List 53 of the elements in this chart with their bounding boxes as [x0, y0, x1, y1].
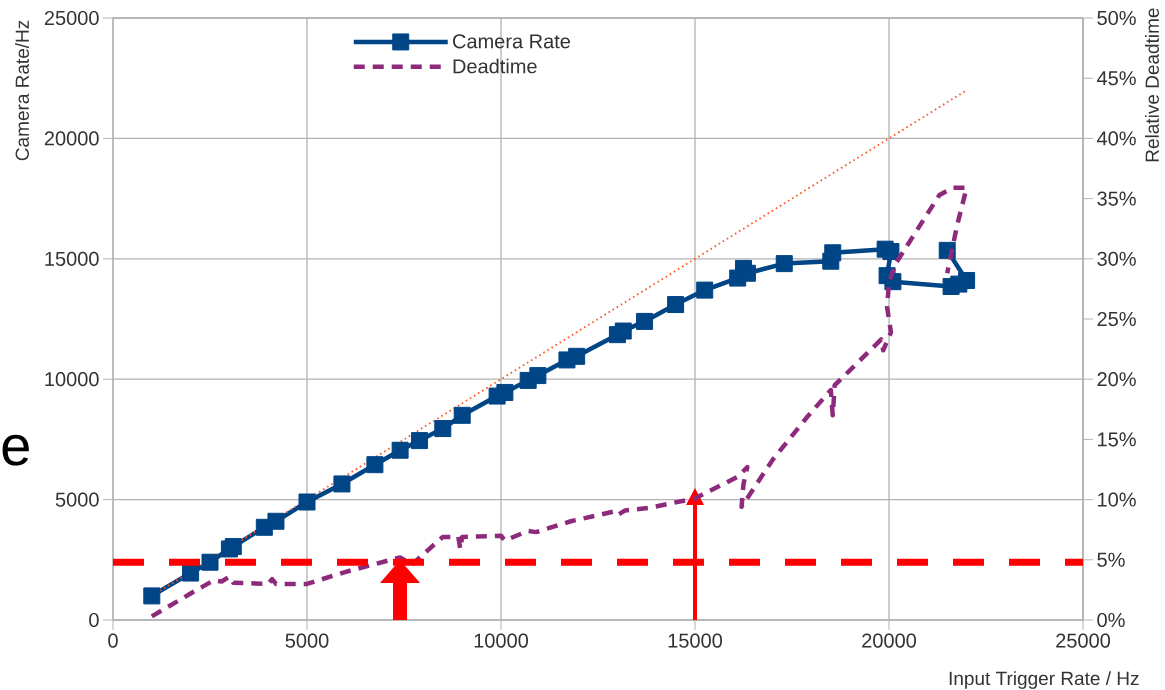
- legend-label: Camera Rate: [453, 34, 570, 49]
- x-tick-label: 5000: [285, 633, 329, 648]
- line-series: [149, 185, 969, 619]
- y2-tick-label: 25%: [1097, 311, 1136, 327]
- point: [824, 244, 842, 262]
- y-tick-label: 0: [89, 612, 99, 628]
- y2-tick-label: 10%: [1098, 492, 1136, 507]
- y-tick-label: 25000: [44, 10, 99, 26]
- point: [182, 564, 200, 582]
- x-tick-label: 0: [108, 633, 118, 648]
- y-tick-label: 15000: [45, 251, 99, 266]
- point: [333, 475, 351, 493]
- y2-tick-label: 5%: [1097, 552, 1125, 567]
- point: [366, 456, 384, 474]
- legend-label: Deadtime: [453, 58, 537, 74]
- point: [667, 296, 685, 314]
- x-tick-label: 25000: [1056, 633, 1111, 648]
- point: [298, 493, 316, 511]
- point: [496, 383, 514, 401]
- point: [434, 420, 452, 438]
- point: [143, 587, 161, 605]
- y-tick-label: 10000: [45, 372, 99, 387]
- x-tick-label: 15000: [668, 633, 723, 648]
- y2-tick-label: 0%: [1097, 612, 1125, 628]
- point: [958, 271, 976, 289]
- x-tick-label: 10000: [474, 633, 529, 648]
- text: e: [2, 434, 29, 466]
- point: [411, 432, 429, 450]
- y2-tick-label: 35%: [1097, 191, 1136, 206]
- x-axis-title: Input Trigger Rate / Hz: [949, 671, 1139, 689]
- point: [636, 312, 654, 330]
- point: [614, 322, 632, 340]
- point: [882, 243, 900, 261]
- point: [529, 367, 547, 385]
- point: [568, 347, 586, 365]
- point: [391, 441, 409, 459]
- y-axis-title: Camera Rate/Hz: [15, 20, 29, 161]
- y2-axis-title: Relative Deadtime: [1145, 8, 1159, 162]
- y-tick-label: 20000: [44, 131, 99, 146]
- point: [201, 553, 219, 571]
- y2-tick-label: 45%: [1096, 71, 1136, 86]
- point: [224, 538, 242, 556]
- y2-tick-label: 20%: [1097, 372, 1136, 387]
- point: [453, 406, 471, 424]
- y2-tick-label: 30%: [1097, 251, 1136, 266]
- y-tick-label: 5000: [55, 492, 99, 507]
- x-tick-label: 20000: [862, 633, 917, 648]
- point: [696, 281, 714, 299]
- y2-tick-label: 15%: [1098, 432, 1136, 447]
- y2-tick-label: 50%: [1097, 10, 1136, 26]
- point: [267, 512, 285, 530]
- y2-tick-label: 40%: [1096, 131, 1136, 146]
- point: [775, 255, 793, 273]
